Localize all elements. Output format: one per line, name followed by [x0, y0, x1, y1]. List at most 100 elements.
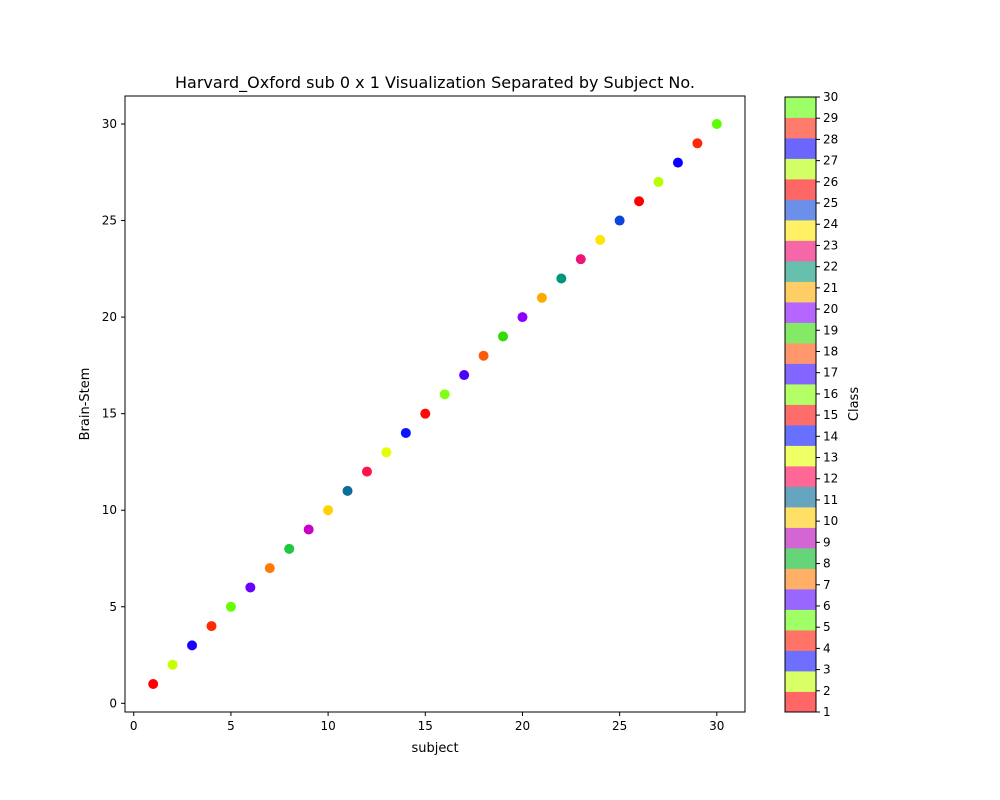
y-tick-label: 0	[109, 696, 117, 710]
colorbar-tick-label: 5	[823, 620, 831, 634]
colorbar-tick-label: 2	[823, 684, 831, 698]
colorbar-tick-label: 16	[823, 387, 838, 401]
colorbar-tick-label: 24	[823, 217, 838, 231]
colorbar-tick-label: 26	[823, 175, 838, 189]
colorbar-segment	[785, 199, 816, 221]
plot-area	[148, 119, 722, 689]
colorbar-segment	[785, 548, 816, 569]
scatter-point	[187, 640, 198, 651]
y-tick-label: 20	[102, 310, 117, 324]
colorbar-segment	[785, 97, 816, 118]
colorbar-frame	[784, 96, 817, 713]
scatter-point	[595, 234, 606, 245]
x-tick-label: 5	[227, 719, 235, 733]
scatter-point	[420, 408, 431, 419]
x-axis-ticks: 0 5 10 15 20 25 30	[130, 712, 724, 733]
scatter-point	[575, 254, 586, 265]
colorbar-tick-label: 22	[823, 260, 838, 274]
colorbar-segment	[785, 568, 816, 590]
scatter-point	[342, 485, 353, 496]
colorbar-segment	[785, 445, 816, 467]
colorbar-segment	[785, 281, 816, 303]
colorbar-tick-label: 3	[823, 663, 831, 677]
colorbar-segment	[785, 425, 816, 446]
scatter-point	[167, 659, 178, 670]
colorbar-segment	[785, 240, 816, 262]
y-axis-label: Brain-Stem	[78, 368, 93, 441]
colorbar-tick-label: 27	[823, 154, 838, 168]
colorbar-tick-label: 28	[823, 132, 838, 146]
scatter-point	[653, 176, 664, 187]
colorbar-tick-label: 4	[823, 641, 831, 655]
colorbar-tick-label: 21	[823, 281, 838, 295]
scatter-point	[556, 273, 567, 284]
scatter-point	[536, 292, 547, 303]
x-tick-label: 25	[612, 719, 627, 733]
colorbar-segment	[785, 117, 816, 139]
colorbar-segment	[785, 589, 816, 610]
colorbar-tick-label: 13	[823, 451, 838, 465]
colorbar-segment	[785, 650, 816, 672]
colorbar-tick-label: 11	[823, 493, 838, 507]
scatter-point	[498, 331, 509, 342]
colorbar-segment	[785, 404, 816, 426]
colorbar-segment	[785, 486, 816, 508]
y-tick-label: 30	[102, 117, 117, 131]
colorbar-segment	[785, 671, 816, 692]
scatter-point	[478, 350, 489, 361]
colorbar-label: Class	[847, 387, 862, 421]
x-tick-label: 30	[709, 719, 724, 733]
x-tick-label: 0	[130, 719, 138, 733]
x-tick-label: 15	[418, 719, 433, 733]
y-axis-ticks: 0 5 10 15 20 25 30	[102, 117, 125, 710]
scatter-point	[361, 466, 372, 477]
colorbar-tick-label: 17	[823, 366, 838, 380]
scatter-point	[148, 679, 159, 689]
colorbar-tick-label: 14	[823, 429, 838, 443]
colorbar-segment	[785, 302, 816, 323]
scatter-point	[206, 621, 217, 632]
colorbar-tick-label: 30	[823, 90, 838, 104]
colorbar-segment	[785, 507, 816, 528]
colorbar-tick-label: 8	[823, 557, 831, 571]
scatter-point	[245, 582, 256, 593]
colorbar-tick-label: 15	[823, 408, 838, 422]
y-tick-label: 15	[102, 407, 117, 421]
x-axis-label: subject	[411, 741, 458, 756]
colorbar-segment	[785, 138, 816, 159]
scatter-point	[672, 157, 683, 168]
scatter-point	[517, 312, 528, 323]
colorbar-tick-label: 7	[823, 578, 831, 592]
scatter-point	[459, 370, 470, 381]
colorbar-segment	[785, 261, 816, 282]
colorbar-tick-label: 20	[823, 302, 838, 316]
colorbar-tick-label: 12	[823, 472, 838, 486]
scatter-point	[711, 119, 722, 129]
scatter-point	[284, 543, 295, 554]
colorbar-tick-label: 1	[823, 705, 831, 719]
colorbar-tick-label: 29	[823, 111, 838, 125]
x-tick-label: 20	[515, 719, 530, 733]
colorbar-segment	[785, 158, 816, 180]
scatter-point	[381, 447, 392, 458]
y-tick-label: 5	[109, 600, 117, 614]
scatter-point	[225, 601, 236, 612]
colorbar-tick-label: 6	[823, 599, 831, 613]
colorbar-segment	[785, 630, 816, 651]
colorbar-tick-label: 25	[823, 196, 838, 210]
colorbar-tick-label: 18	[823, 344, 838, 358]
scatter-point	[439, 389, 450, 400]
scatter-point	[323, 505, 334, 516]
colorbar-segment	[785, 527, 816, 549]
chart-title: Harvard_Oxford sub 0 x 1 Visualization S…	[175, 73, 695, 93]
colorbar-segment	[785, 384, 816, 405]
colorbar-segment	[785, 363, 816, 385]
colorbar-segment	[785, 343, 816, 364]
y-tick-label: 10	[102, 503, 117, 517]
colorbar-segment	[785, 179, 816, 200]
colorbar-segment	[785, 322, 816, 344]
colorbar-segment	[785, 466, 816, 487]
colorbar-segment	[785, 220, 816, 241]
colorbar-segment	[785, 609, 816, 631]
